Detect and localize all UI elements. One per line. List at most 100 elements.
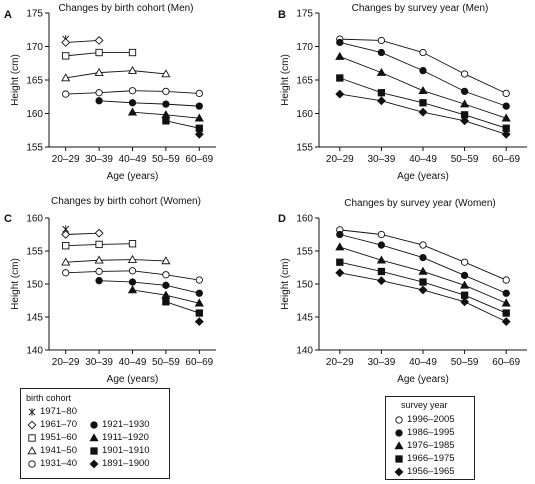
marker-shape: [94, 228, 104, 238]
data-point: [95, 267, 103, 276]
data-point: [162, 281, 170, 289]
marker-shape: [127, 285, 138, 294]
marker-shape: [502, 102, 510, 110]
x-tick-label: 30–39: [85, 357, 113, 368]
marker-shape: [161, 69, 171, 78]
marker-shape: [419, 99, 427, 107]
data-point: [128, 87, 137, 95]
y-tick-label: 165: [26, 76, 43, 87]
series-group: [61, 254, 171, 266]
marker-shape: [128, 87, 137, 95]
marker-shape: [195, 276, 203, 284]
data-point: [501, 317, 511, 327]
marker-shape: [335, 89, 345, 99]
marker-shape: [89, 432, 99, 441]
marker-shape: [61, 257, 71, 266]
x-axis-label: Age (years): [107, 374, 159, 385]
marker-shape: [377, 89, 386, 97]
marker-shape: [501, 317, 511, 327]
x-axis-label: Age (years): [397, 171, 449, 182]
marker-shape: [61, 38, 71, 47]
data-point: [95, 240, 103, 249]
x-tick-label: 60–69: [185, 154, 213, 165]
data-point: [377, 267, 386, 276]
data-point: [419, 66, 427, 75]
marker-shape: [195, 309, 203, 317]
data-point: [195, 289, 203, 297]
series-line: [65, 40, 100, 43]
x-tick-label: 60–69: [492, 357, 520, 368]
marker-shape: [460, 70, 469, 78]
data-point: [460, 116, 470, 126]
marker-shape: [336, 38, 344, 47]
marker-shape: [377, 48, 386, 57]
x-tick-label: 50–59: [152, 154, 180, 165]
data-point: [127, 65, 138, 74]
marker-shape: [501, 129, 511, 139]
cohort-legend-label: 1891–1900: [102, 458, 150, 469]
marker-shape: [95, 267, 103, 276]
marker-shape: [61, 230, 71, 239]
marker-shape: [376, 96, 386, 106]
cohort-legend-item: 1911–1920: [89, 432, 149, 443]
data-point: [128, 240, 137, 248]
series-group: [335, 268, 511, 327]
series-line: [99, 100, 200, 107]
cohort-legend-label: 1951–60: [40, 432, 77, 443]
survey-legend-item: 1966–1975: [394, 453, 455, 464]
data-point: [376, 255, 386, 264]
data-point: [335, 89, 345, 99]
marker-shape: [376, 276, 386, 286]
filled-circle-marker-icon: [90, 420, 98, 429]
marker-shape: [27, 420, 37, 429]
marker-shape: [501, 298, 511, 307]
series-group: [61, 36, 104, 47]
marker-shape: [377, 36, 386, 45]
data-point: [61, 73, 71, 82]
marker-shape: [95, 89, 103, 97]
data-point: [460, 87, 469, 96]
legend-marker-shape: [394, 440, 404, 449]
marker-shape: [28, 407, 36, 416]
data-point: [62, 90, 70, 98]
data-point: [502, 309, 510, 317]
marker-shape: [28, 459, 36, 468]
marker-shape: [395, 454, 403, 463]
y-tick-label: 145: [26, 313, 43, 324]
marker-shape: [502, 309, 510, 317]
legend-marker-shape: [90, 446, 98, 455]
data-point: [377, 230, 386, 239]
survey-legend-label: 1996–2005: [407, 414, 455, 425]
data-point: [61, 257, 71, 266]
y-tick-label: 160: [26, 109, 43, 120]
marker-shape: [90, 420, 98, 429]
filled-square-marker-icon: [395, 454, 403, 463]
filled-square-marker-icon: [90, 446, 98, 455]
data-point: [195, 102, 203, 110]
cohort-legend-item: 1961–70: [27, 419, 77, 430]
data-point: [418, 107, 428, 117]
data-point: [127, 107, 138, 116]
series-group: [335, 242, 511, 307]
marker-shape: [127, 107, 138, 116]
data-point: [128, 267, 137, 275]
data-point: [418, 266, 428, 275]
series-group: [61, 228, 104, 239]
legend-marker-shape: [89, 459, 99, 468]
y-axis-label: Height (cm): [280, 54, 291, 106]
data-point: [94, 255, 104, 264]
chart-title: Changes by birth cohort (Women): [51, 196, 201, 207]
survey-legend-label: 1986–1995: [407, 427, 455, 438]
chart-title: Changes by birth cohort (Men): [58, 3, 193, 14]
marker-shape: [419, 241, 427, 249]
cohort-legend-item: 1951–60: [27, 432, 77, 443]
data-point: [377, 241, 386, 249]
series-line: [99, 280, 200, 294]
data-point: [335, 268, 345, 278]
x-axis-label: Age (years): [107, 171, 159, 182]
data-point: [336, 38, 344, 47]
y-tick-label: 155: [296, 247, 313, 258]
open-circle-marker-icon: [395, 415, 403, 424]
data-point: [418, 285, 428, 295]
x-tick-label: 20–29: [326, 154, 354, 165]
